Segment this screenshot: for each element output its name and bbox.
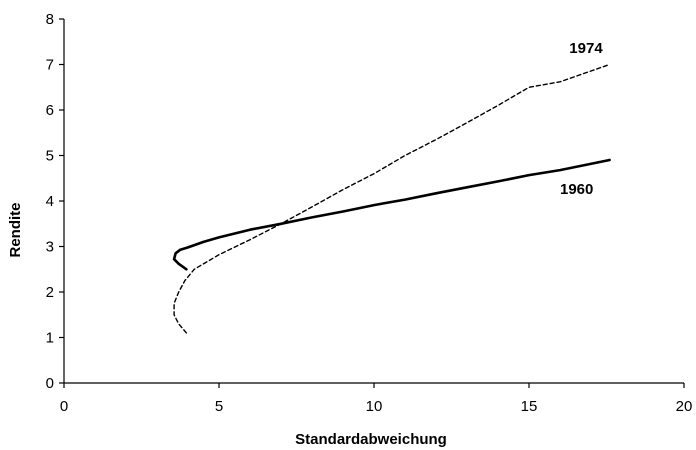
x-axis-title: Standardabweichung xyxy=(295,431,447,448)
x-tick-label: 0 xyxy=(60,398,68,415)
series-line-1960 xyxy=(172,158,611,271)
series-line-1974 xyxy=(173,63,611,334)
series-label-1960: 1960 xyxy=(560,181,593,198)
labels-layer: 1960 1974 xyxy=(560,40,603,198)
x-tick-label: 15 xyxy=(521,398,538,415)
y-axis-title: Rendite xyxy=(7,202,24,257)
axes: 0 1 2 3 4 5 6 7 8 0 5 10 15 20 xyxy=(46,11,693,415)
y-tick-label: 7 xyxy=(46,57,54,74)
y-tick-label: 8 xyxy=(46,11,54,28)
series-label-1974: 1974 xyxy=(569,40,603,57)
y-tick-label: 2 xyxy=(46,284,54,301)
y-tick-label: 6 xyxy=(46,102,54,119)
y-tick-label: 3 xyxy=(46,239,54,256)
y-tick-label: 4 xyxy=(46,193,54,210)
x-tick-label: 20 xyxy=(676,398,693,415)
series-layer xyxy=(172,63,611,334)
x-tick-label: 10 xyxy=(366,398,383,415)
y-tick-label: 0 xyxy=(46,375,54,392)
x-tick-label: 5 xyxy=(215,398,223,415)
y-tick-label: 5 xyxy=(46,148,54,165)
y-tick-label: 1 xyxy=(46,330,54,347)
